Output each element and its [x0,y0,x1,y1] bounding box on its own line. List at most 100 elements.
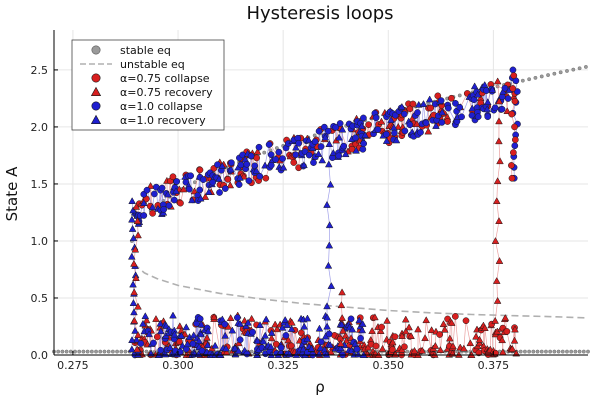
transition-point [509,85,517,92]
transition-point [325,140,334,148]
recovery-point-red [267,334,276,342]
collapse-point-blue [185,185,193,193]
legend-symbol-circle [91,73,101,83]
transition-point [495,217,503,224]
transition-point [132,274,140,281]
recovery-point-blue [234,347,243,354]
recovery-point-blue [236,173,244,181]
recovery-point-blue [283,321,291,328]
collapse-point-red [503,328,511,335]
collapse-point-blue [243,350,251,358]
collapse-point-blue [452,99,459,107]
transition-point [326,180,335,188]
collapse-point-blue [317,143,325,150]
recovery-point-red [449,342,457,350]
axes: 0.275 0.300 0.325 0.350 0.375 0.0 0.5 1.0 1.5 2.0… [31,30,588,372]
recovery-point-blue [315,324,324,332]
stable-eq-point [573,349,578,354]
recovery-point-red [368,327,376,334]
stable-eq-point [102,349,107,354]
recovery-point-red [253,147,262,155]
legend-item-4: α=1.0 collapse [120,100,203,113]
x-tick-label: 0.275 [57,359,89,372]
transition-point [134,302,142,310]
recovery-point-blue [182,323,191,331]
collapse-point-blue [140,212,148,219]
transition-point [509,66,517,74]
recovery-point-red [511,325,519,333]
collapse-point-blue [320,123,328,131]
stable-eq-point [552,349,557,354]
transition-point [323,302,331,310]
transition-point [129,206,137,214]
collapse-point-blue [340,142,348,150]
collapse-point-blue [372,114,380,122]
transition-point [131,245,140,253]
collapse-point-blue [336,120,344,127]
legend-box [71,39,225,131]
transition-point [338,314,347,321]
collapse-point-red [436,331,444,338]
stable-eq-point [81,349,86,354]
recovery-point-red [201,192,210,200]
stable-eq-point [98,349,103,354]
recovery-point-blue [267,342,275,350]
stable-eq-point [544,349,548,354]
transition-point [510,72,518,79]
recovery-point-blue [132,335,141,343]
collapse-point-red [391,333,399,341]
stable-eq-point [581,349,586,354]
stable-eq-point [533,75,538,80]
collapse-point-blue [151,190,158,198]
transition-point [128,215,136,223]
recovery-point-blue [231,350,240,358]
recovery-point-blue [253,336,262,344]
recovery-point-red [142,316,151,324]
collapse-point-blue [158,184,166,192]
collapse-point-blue [391,129,398,137]
collapse-point-red [444,118,451,125]
collapse-point-blue [414,109,421,116]
recovery-point-blue [358,326,367,334]
recovery-point-blue [197,320,206,328]
transition-point [510,149,517,156]
recovery-point-blue [156,319,165,327]
collapse-point-blue [357,334,364,342]
transition-point [492,197,501,205]
transition-point [511,97,519,105]
recovery-point-blue [308,144,317,151]
recovery-point-blue [387,116,395,124]
collapse-point-blue [315,127,323,135]
recovery-point-red [508,344,517,352]
recovery-point-blue [242,322,250,330]
recovery-point-red [288,318,296,326]
legend-item-0: stable eq [120,44,171,57]
stable-eq-point [527,349,532,354]
recovery-point-red [377,117,386,125]
recovery-point-blue [355,316,364,324]
collapse-point-blue [137,340,145,347]
legend-item-2: α=0.75 collapse [120,72,210,85]
recovery-point-blue [382,137,391,144]
transition-line [326,143,332,327]
y-tick-label: 0.0 [31,349,49,362]
recovery-point-red [440,325,449,333]
x-tick-label: 0.300 [162,359,194,372]
collapse-point-blue [437,97,445,104]
collapse-point-blue [324,127,332,135]
collapse-point-blue [501,84,509,92]
transition-point [324,160,333,168]
transition-point [495,117,503,125]
recovery-point-blue [337,320,346,328]
recovery-point-red [407,332,415,340]
stable-eq-point [560,349,565,354]
transition-point [339,326,347,334]
recovery-point-blue [215,174,223,182]
recovery-point-red [475,335,484,343]
collapse-point-blue [401,127,409,135]
collapse-point-blue [474,113,482,121]
legend-symbol-circle [91,101,101,111]
collapse-point-blue [400,110,408,118]
